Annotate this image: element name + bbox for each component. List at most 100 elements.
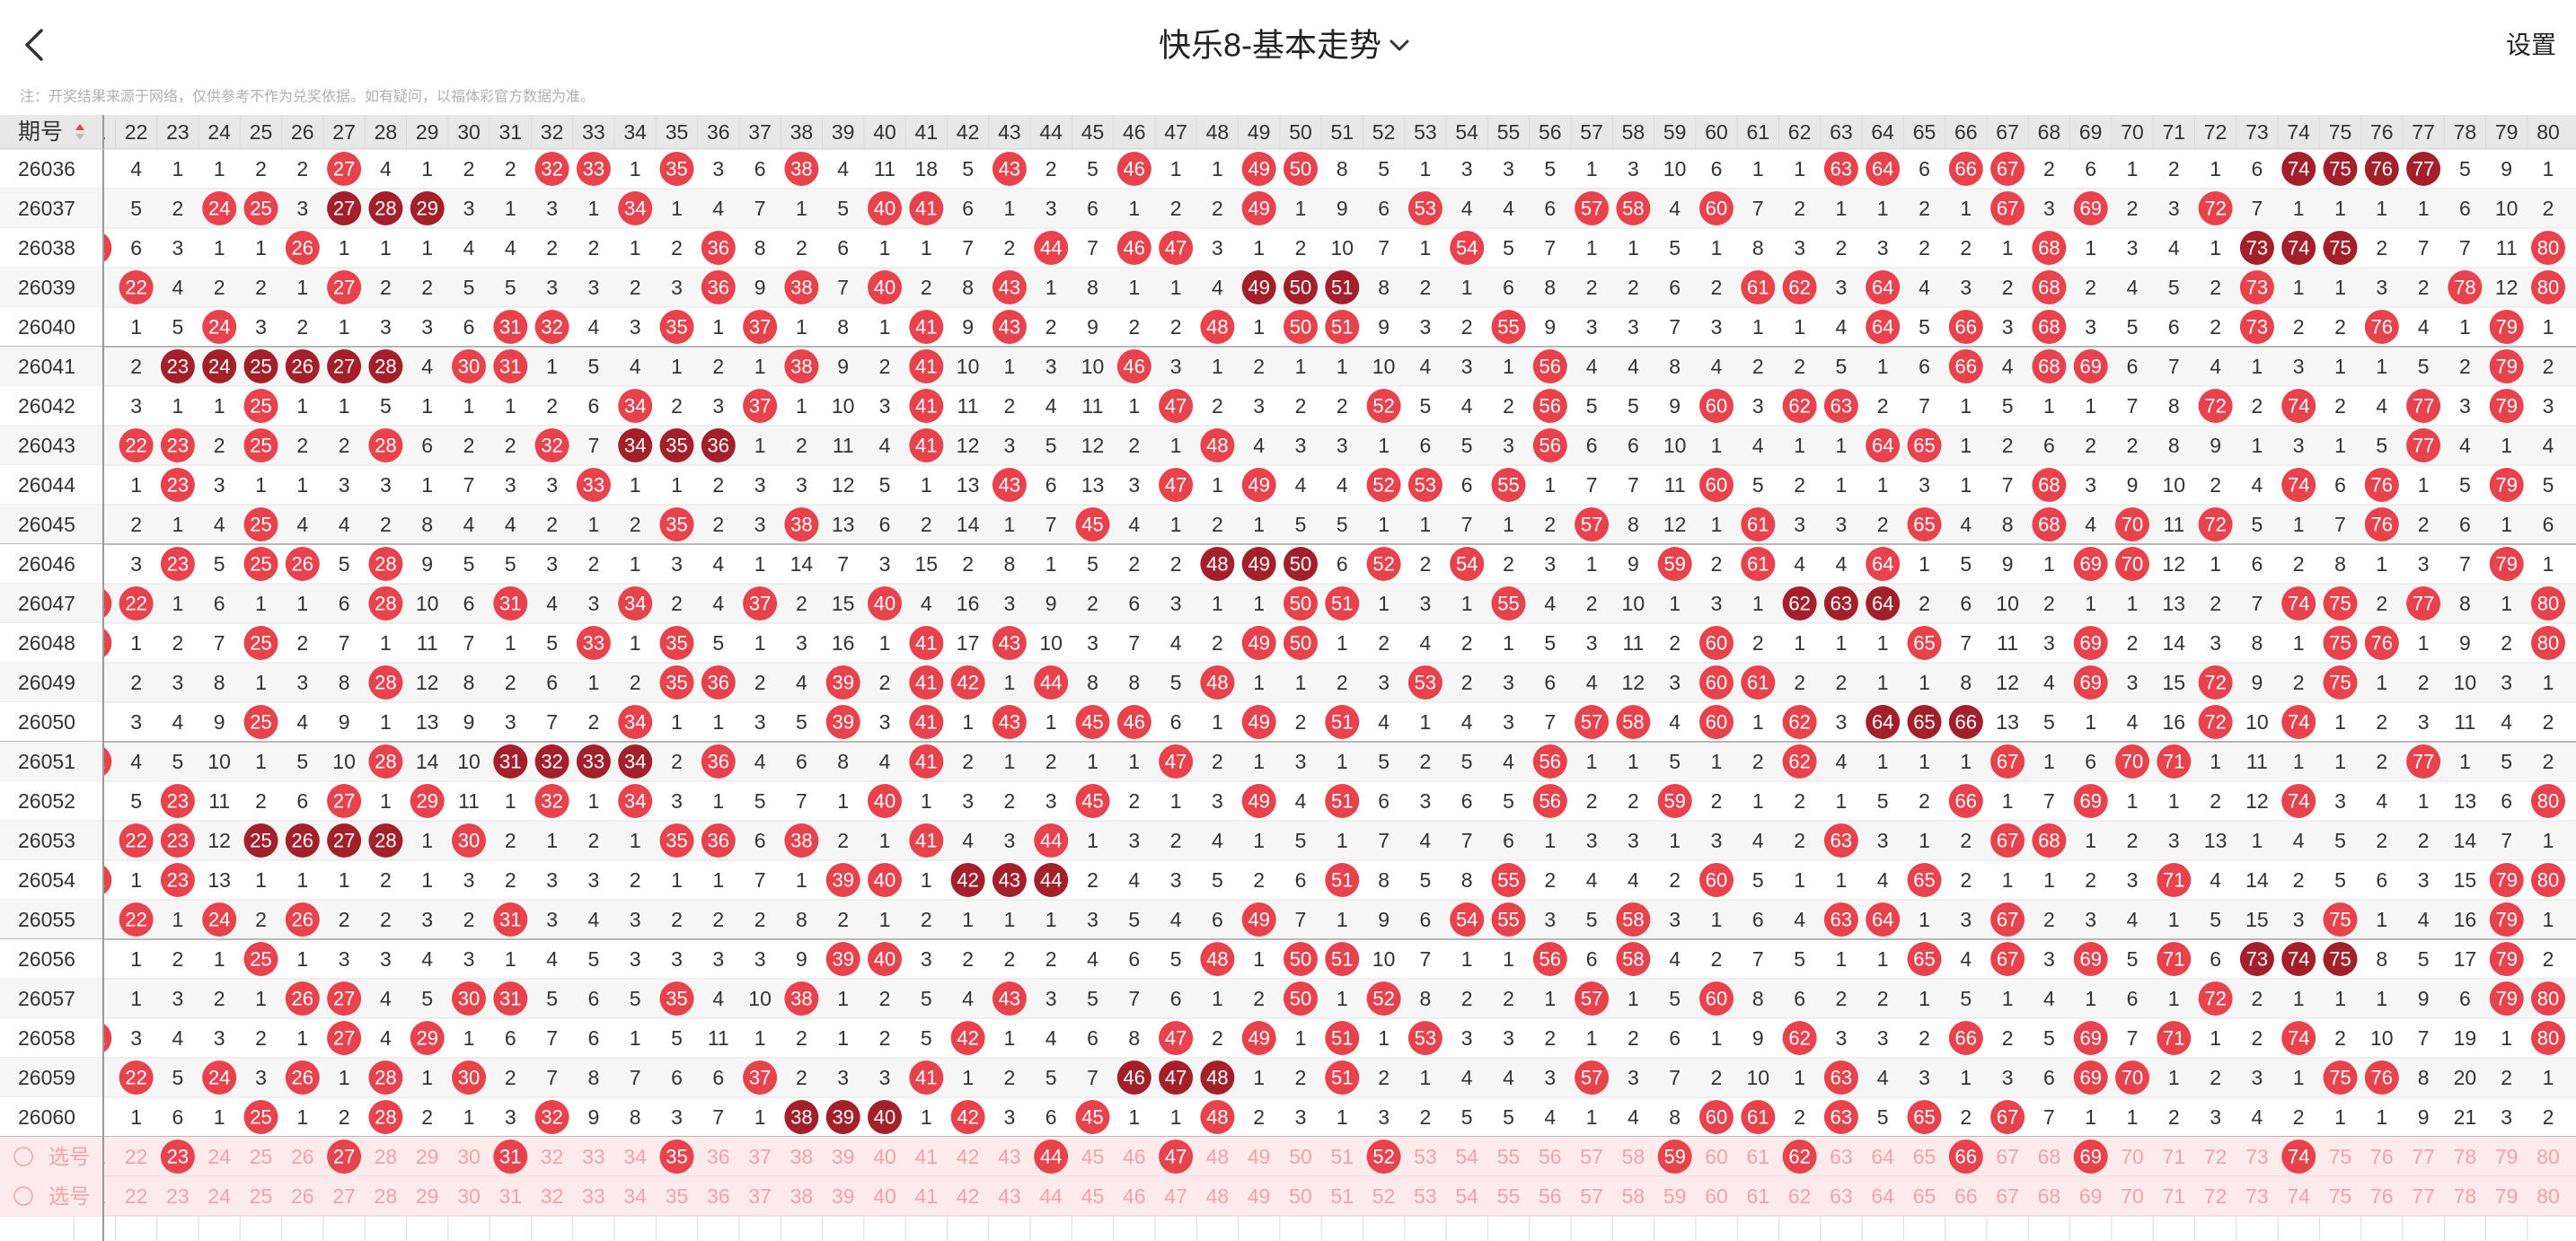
selectable-number[interactable]: 63 (1830, 1184, 1853, 1208)
selectable-number[interactable]: 32 (541, 1184, 564, 1208)
selectable-number[interactable]: 66 (1954, 1184, 1978, 1208)
selectable-number[interactable]: 75 (2329, 1145, 2352, 1168)
selectable-number[interactable]: 25 (250, 1184, 273, 1208)
selectable-number[interactable]: 51 (1331, 1184, 1354, 1208)
select-radio[interactable] (13, 1147, 33, 1166)
selectable-number[interactable]: 33 (582, 1145, 605, 1168)
selectable-number[interactable]: 64 (1871, 1184, 1894, 1208)
selected-number[interactable]: 74 (2288, 1146, 2309, 1168)
selectable-number[interactable]: 41 (915, 1184, 939, 1208)
selectable-number[interactable]: 71 (2163, 1145, 2186, 1168)
selectable-number[interactable]: 73 (2245, 1145, 2269, 1168)
selected-ball[interactable] (160, 1140, 195, 1174)
selected-ball[interactable] (2073, 1140, 2108, 1174)
selectable-number[interactable]: 46 (1123, 1145, 1146, 1168)
selectable-number[interactable]: 35 (666, 1184, 689, 1208)
selectable-number[interactable]: 39 (832, 1184, 855, 1208)
selectable-number[interactable]: 39 (832, 1145, 855, 1168)
selectable-number[interactable]: 30 (457, 1145, 481, 1168)
selectable-number[interactable]: 51 (1331, 1145, 1354, 1168)
selectable-number[interactable]: 41 (915, 1145, 939, 1168)
selectable-number[interactable]: 65 (1913, 1184, 1936, 1208)
selectable-number[interactable]: 36 (707, 1184, 730, 1208)
selectable-number[interactable]: 23 (166, 1184, 190, 1208)
selectable-number[interactable]: 45 (1081, 1184, 1105, 1208)
selected-number[interactable]: 69 (2079, 1146, 2101, 1168)
selectable-number[interactable]: 30 (457, 1184, 481, 1208)
selectable-number[interactable]: 50 (1289, 1184, 1312, 1208)
selectable-number[interactable]: 74 (2287, 1184, 2310, 1208)
selectable-number[interactable]: 67 (1996, 1145, 2019, 1168)
selectable-number[interactable]: 28 (375, 1184, 398, 1208)
selectable-number[interactable]: 64 (1871, 1145, 1894, 1168)
selectable-number[interactable]: 37 (748, 1184, 772, 1208)
selectable-number[interactable]: 27 (332, 1184, 356, 1208)
selectable-number[interactable]: 43 (998, 1184, 1021, 1208)
selected-number[interactable]: 23 (167, 1146, 189, 1168)
selectable-number[interactable]: 34 (623, 1184, 647, 1208)
select-label[interactable]: 选号 (49, 1184, 90, 1208)
selectable-number[interactable]: 38 (790, 1145, 814, 1168)
selectable-number[interactable]: 55 (1497, 1184, 1521, 1208)
selectable-number[interactable]: 29 (416, 1145, 439, 1168)
selected-ball[interactable] (2281, 1140, 2316, 1174)
selectable-number[interactable]: 77 (2412, 1184, 2435, 1208)
selectable-number[interactable]: 78 (2454, 1184, 2477, 1208)
selectable-number[interactable]: 70 (2121, 1145, 2144, 1168)
selectable-number[interactable]: 70 (2121, 1184, 2144, 1208)
selectable-number[interactable]: 40 (873, 1184, 896, 1208)
selectable-number[interactable]: 45 (1081, 1145, 1105, 1168)
selectable-number[interactable]: 50 (1289, 1145, 1312, 1168)
selectable-number[interactable]: 79 (2495, 1145, 2519, 1168)
selectable-number[interactable]: 42 (957, 1145, 980, 1168)
selected-number[interactable]: 35 (666, 1146, 687, 1168)
selectable-number[interactable]: 26 (291, 1184, 314, 1208)
selectable-number[interactable]: 48 (1206, 1145, 1230, 1168)
selectable-number[interactable]: 71 (2163, 1184, 2186, 1208)
selectable-number[interactable]: 47 (1164, 1184, 1187, 1208)
selectable-number[interactable]: 29 (416, 1184, 439, 1208)
selected-ball[interactable] (1782, 1140, 1817, 1174)
selectable-number[interactable]: 22 (125, 1145, 148, 1168)
selectable-number[interactable]: 54 (1455, 1184, 1478, 1208)
selected-ball[interactable] (1657, 1140, 1692, 1174)
selectable-number[interactable]: 60 (1705, 1184, 1728, 1208)
selectable-number[interactable]: 25 (250, 1145, 273, 1168)
selected-number[interactable]: 47 (1165, 1146, 1187, 1168)
selectable-number[interactable]: 48 (1206, 1184, 1230, 1208)
selectable-number[interactable]: 75 (2329, 1184, 2352, 1208)
selectable-number[interactable]: 49 (1248, 1184, 1271, 1208)
selectable-number[interactable]: 33 (582, 1184, 605, 1208)
selectable-number[interactable]: 79 (2495, 1184, 2519, 1208)
page-title[interactable]: 快乐8-基本走势 (1159, 27, 1381, 64)
selected-ball[interactable] (1034, 1140, 1069, 1174)
sort-icon[interactable] (75, 124, 84, 130)
selectable-number[interactable]: 55 (1497, 1145, 1521, 1168)
selectable-number[interactable]: 68 (2038, 1184, 2061, 1208)
selected-number[interactable]: 66 (1955, 1146, 1977, 1168)
selectable-number[interactable]: 60 (1705, 1145, 1728, 1168)
period-header[interactable]: 期号 (18, 119, 63, 145)
selectable-number[interactable]: 78 (2454, 1145, 2477, 1168)
selected-ball[interactable] (659, 1140, 694, 1174)
selectable-number[interactable]: 32 (541, 1145, 564, 1168)
settings-button[interactable]: 设置 (2506, 31, 2556, 59)
selectable-number[interactable]: 59 (1663, 1184, 1687, 1208)
selectable-number[interactable]: 61 (1747, 1184, 1770, 1208)
selectable-number[interactable]: 65 (1913, 1145, 1936, 1168)
selectable-number[interactable]: 57 (1580, 1145, 1603, 1168)
selectable-number[interactable]: 56 (1539, 1145, 1562, 1168)
select-radio[interactable] (13, 1186, 33, 1206)
selectable-number[interactable]: 40 (873, 1145, 896, 1168)
selectable-number[interactable]: 46 (1123, 1184, 1146, 1208)
selectable-number[interactable]: 53 (1414, 1184, 1437, 1208)
selectable-number[interactable]: 67 (1996, 1184, 2019, 1208)
selectable-number[interactable]: 58 (1622, 1145, 1645, 1168)
selectable-number[interactable]: 53 (1414, 1145, 1437, 1168)
selectable-number[interactable]: 28 (375, 1145, 398, 1168)
selectable-number[interactable]: 80 (2536, 1145, 2560, 1168)
selected-ball[interactable] (1366, 1140, 1401, 1174)
selectable-number[interactable]: 52 (1372, 1184, 1396, 1208)
back-button[interactable] (25, 29, 43, 61)
selectable-number[interactable]: 80 (2536, 1184, 2560, 1208)
